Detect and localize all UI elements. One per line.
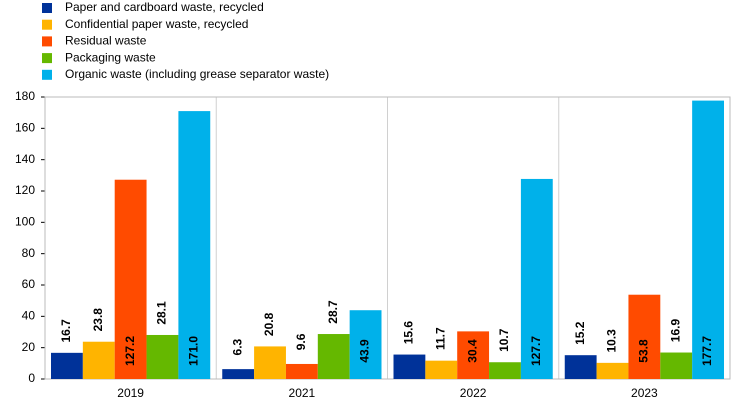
value-label: 53.8: [637, 339, 651, 363]
x-tick-label: 2023: [631, 386, 658, 400]
legend-swatch: [42, 36, 52, 47]
legend-swatch: [42, 3, 52, 13]
x-tick-label: 2019: [117, 386, 144, 400]
plot-border: [44, 96, 731, 380]
bar: [254, 346, 286, 379]
legend-swatch: [42, 69, 52, 80]
value-label: 127.7: [529, 336, 543, 366]
bar: [520, 178, 553, 379]
bar: [596, 362, 629, 379]
value-label: 10.3: [605, 329, 619, 353]
y-tick-label: 60: [22, 277, 36, 291]
bar: [628, 294, 661, 379]
value-label: 15.6: [402, 321, 416, 345]
value-label: 177.7: [700, 336, 714, 366]
value-label: 9.6: [294, 333, 308, 350]
bar: [692, 100, 724, 379]
y-tick-label: 140: [15, 152, 35, 166]
legend-label: Paper and cardboard waste, recycled: [65, 0, 264, 14]
bar: [114, 179, 147, 379]
value-label: 28.7: [326, 300, 340, 324]
y-tick-label: 100: [15, 215, 35, 229]
y-tick-label: 20: [22, 340, 36, 354]
bar: [51, 352, 83, 379]
legend-swatch: [42, 53, 52, 64]
y-tick-label: 80: [22, 246, 36, 260]
x-tick-label: 2021: [289, 386, 316, 400]
value-label: 20.8: [262, 312, 276, 336]
value-label: 11.7: [433, 327, 447, 350]
legend-swatch: [42, 19, 52, 30]
legend-label: Packaging waste: [65, 50, 156, 64]
y-tick-label: 40: [22, 309, 36, 323]
value-label: 16.9: [668, 319, 682, 343]
value-label: 16.7: [59, 319, 73, 343]
bar: [146, 334, 179, 379]
bar: [425, 360, 458, 379]
legend-label: Residual waste: [65, 34, 147, 48]
bar: [457, 331, 490, 379]
value-label: 23.8: [91, 308, 105, 332]
bar: [393, 354, 426, 379]
bar: [178, 111, 211, 379]
x-tick-label: 2022: [460, 386, 487, 400]
y-tick-label: 120: [15, 183, 35, 197]
bar: [222, 369, 255, 379]
bar: [660, 352, 693, 379]
bar: [564, 355, 597, 379]
y-tick-label: 180: [15, 89, 35, 103]
value-label: 43.9: [358, 339, 372, 363]
bar: [82, 341, 115, 379]
y-tick-label: 0: [28, 371, 35, 385]
bar: [349, 310, 382, 379]
bar: [489, 362, 521, 379]
value-label: 10.7: [497, 328, 511, 352]
bar: [285, 363, 318, 379]
value-label: 15.2: [573, 321, 587, 345]
value-label: 28.1: [155, 301, 169, 325]
bar: [317, 334, 350, 379]
value-label: 127.2: [123, 336, 137, 366]
y-tick-label: 160: [15, 121, 35, 135]
legend-label: Organic waste (including grease separato…: [65, 67, 329, 81]
value-label: 6.3: [230, 338, 244, 355]
legend-label: Confidential paper waste, recycled: [65, 17, 248, 31]
value-label: 30.4: [465, 339, 479, 363]
value-label: 171.0: [186, 336, 200, 366]
